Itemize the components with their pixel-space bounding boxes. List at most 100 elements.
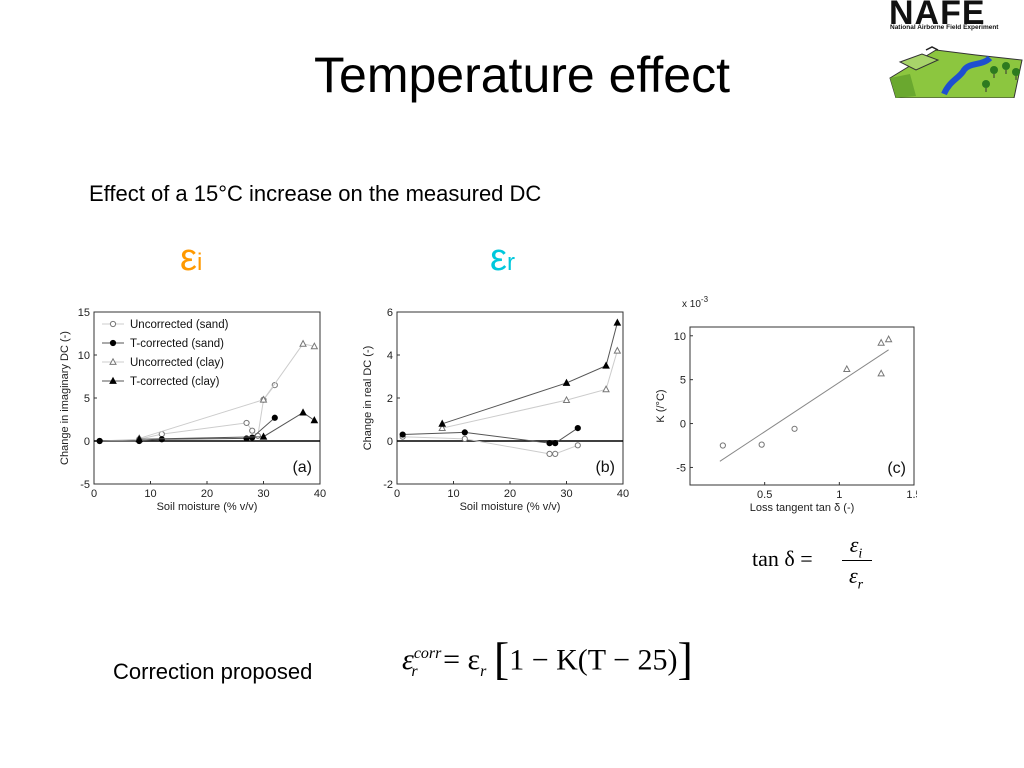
y-tick-label: 10 (674, 331, 686, 343)
x-tick-label: 1.5 (906, 489, 917, 501)
plot-frame (396, 311, 624, 485)
landscape-icon (889, 46, 1023, 98)
x-tick-label: 20 (504, 488, 516, 500)
x-axis-label: Loss tangent tan δ (-) (750, 502, 855, 514)
data-point (259, 395, 268, 403)
series-line (139, 343, 315, 439)
data-point (877, 369, 885, 377)
x-tick-label: 0 (91, 488, 97, 500)
series-line (99, 417, 276, 442)
panel-label: (a) (292, 459, 312, 476)
y-tick-label: 4 (387, 350, 393, 362)
legend-entry: Uncorrected (clay) (130, 357, 224, 369)
y-axis-label: K (/°C) (655, 389, 667, 422)
data-point (791, 425, 798, 432)
data-point (299, 339, 307, 347)
data-point (546, 450, 553, 457)
x-tick-label: 10 (144, 488, 156, 500)
legend-marker (109, 320, 117, 328)
legend-marker (109, 339, 117, 347)
y-tick-label: -2 (383, 479, 393, 491)
y-axis-label: Change in imaginary DC (-) (59, 331, 71, 465)
slide-subtitle: Effect of a 15°C increase on the measure… (89, 181, 542, 206)
data-point (249, 434, 256, 441)
data-point (562, 395, 571, 404)
data-point (574, 442, 581, 449)
series-line (139, 412, 315, 440)
data-point (552, 450, 559, 457)
data-point (842, 364, 851, 373)
data-point (243, 419, 250, 427)
series-line (442, 322, 618, 425)
correction-formula: εcorrr = εr [1 − K(T − 25)] (402, 633, 693, 684)
data-point (613, 318, 622, 326)
formula-tan-lhs: tan δ = (752, 546, 813, 571)
data-point (461, 429, 468, 436)
legend-entry: T-corrected (clay) (130, 376, 220, 388)
data-point (399, 431, 406, 438)
x-tick-label: 20 (201, 488, 213, 500)
data-point (310, 416, 319, 424)
x-tick-label: 40 (314, 488, 326, 500)
y-tick-label: 0 (84, 436, 90, 448)
data-point (461, 435, 468, 442)
data-point (613, 346, 622, 354)
data-point (602, 385, 610, 393)
data-point (562, 378, 571, 386)
data-point (552, 440, 559, 447)
x-tick-label: 10 (447, 488, 459, 500)
logo-wordmark: NAFE (889, 0, 986, 32)
data-point (310, 342, 319, 350)
series-line (442, 350, 618, 429)
panel-label: (b) (595, 459, 615, 476)
chart-c-k-vs-loss-tangent: 0.5 1 1.5 -5 0 5 10 Loss tangent tan δ (-) K (/°… (655, 295, 917, 514)
data-point (884, 335, 893, 343)
y-tick-label: 0 (680, 419, 686, 431)
data-point (96, 437, 103, 445)
data-point (259, 432, 268, 440)
slide-title: Temperature effect (314, 47, 730, 103)
epsilon-imaginary-label: εi (180, 237, 203, 279)
y-tick-label: -5 (80, 479, 90, 491)
legend-entry: T-corrected (sand) (130, 338, 224, 350)
fit-line (719, 349, 889, 462)
data-point (299, 408, 307, 416)
axis-multiplier: x 10-3 (682, 295, 709, 310)
x-tick-label: 30 (257, 488, 269, 500)
x-axis-label: Soil moisture (% v/v) (460, 501, 561, 513)
x-tick-label: 1 (836, 489, 842, 501)
y-tick-label: 5 (680, 375, 686, 387)
correction-label: Correction proposed (113, 659, 313, 684)
y-tick-label: -5 (676, 462, 686, 474)
epsilon-real-label: εr (490, 237, 515, 279)
y-tick-label: 15 (78, 307, 90, 319)
y-tick-label: 10 (78, 350, 90, 362)
x-tick-label: 30 (560, 488, 572, 500)
data-point (438, 419, 447, 427)
panel-label: (c) (887, 460, 906, 477)
legend-marker (109, 357, 117, 365)
y-tick-label: 6 (387, 307, 393, 319)
y-axis-label: Change in real DC (-) (362, 346, 374, 451)
x-tick-label: 0 (394, 488, 400, 500)
nafe-logo: NAFE National Airborne Field Experiment (886, 0, 1024, 98)
data-point (758, 441, 765, 448)
y-tick-label: 0 (387, 436, 393, 448)
y-tick-label: 2 (387, 393, 393, 405)
data-point (249, 427, 256, 434)
data-point (877, 338, 885, 346)
x-axis-label: Soil moisture (% v/v) (157, 501, 258, 513)
x-tick-label: 40 (617, 488, 629, 500)
legend-entry: Uncorrected (sand) (130, 319, 229, 331)
data-point (271, 414, 278, 421)
data-point (574, 425, 581, 432)
data-point (602, 361, 610, 369)
data-point (719, 442, 726, 449)
plot-frame (689, 326, 915, 486)
y-tick-label: 5 (84, 393, 90, 405)
series-line (99, 384, 276, 442)
data-point (135, 435, 144, 443)
data-point (438, 423, 447, 431)
